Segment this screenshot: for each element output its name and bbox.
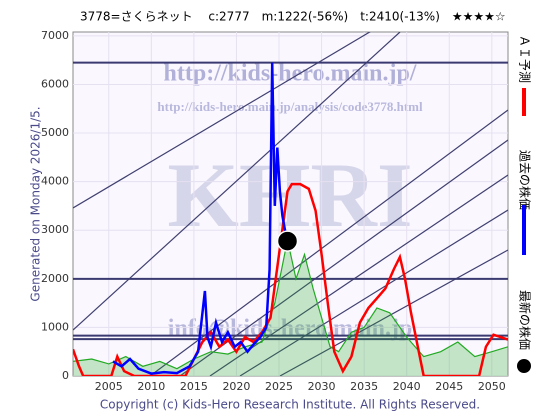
series-line [112,62,289,375]
y-tick-label: 3000 [41,223,69,236]
legend-swatch [522,88,526,116]
legend-label: ＡＩ予測 [518,35,532,83]
series-line [73,182,508,376]
watermark: KHRI [167,144,412,246]
y-tick-label: 7000 [41,29,69,42]
x-tick-label: 2050 [478,380,506,393]
legend-label: 過去の株価 [518,150,533,210]
x-tick-label: 2015 [180,380,208,393]
trend-line [149,109,508,376]
x-tick-label: 2035 [350,380,378,393]
footer: Copyright (c) Kids-Hero Research Institu… [100,398,480,412]
x-tick-label: 2045 [435,380,463,393]
x-tick-label: 2040 [393,380,421,393]
watermark: http://kids-hero.main.jp/ [164,61,417,87]
legend-swatch [522,205,526,255]
y-tick-label: 1000 [41,320,69,333]
x-tick-label: 2025 [265,380,293,393]
x-tick-label: 2010 [137,380,165,393]
legend-swatch [517,359,531,373]
x-tick-label: 2030 [308,380,336,393]
y-tick-label: 2000 [41,272,69,285]
trend-line [279,249,508,376]
x-tick-label: 2005 [95,380,123,393]
y-tick-label: 4000 [41,175,69,188]
forecast-area [73,240,508,376]
trend-line [73,32,401,331]
x-tick-label: 2020 [222,380,250,393]
y-tick-label: 5000 [41,126,69,139]
series-line [73,239,508,370]
trend-line [239,209,508,376]
trend-line [73,32,371,209]
latest-marker [276,230,299,252]
y-tick-label: 0 [62,369,69,382]
watermark: http://kids-hero.main.jp/analysis/code37… [157,99,423,114]
y-tick-label: 6000 [41,77,69,90]
plot-area [72,31,509,377]
chart-title: 3778=さくらネット c:2777 m:1222(-56%) t:2410(-… [80,10,506,24]
side-note: Generated on Monday 2026/1/5. [29,106,43,301]
legend-label: 最新の株価 [518,290,533,350]
